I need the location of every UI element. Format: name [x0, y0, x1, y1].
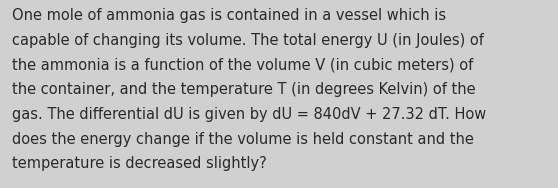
- Text: gas. The differential dU is given by dU = 840dV + 27.32 dT. How: gas. The differential dU is given by dU …: [12, 107, 487, 122]
- Text: One mole of ammonia gas is contained in a vessel which is: One mole of ammonia gas is contained in …: [12, 8, 446, 24]
- Text: the ammonia is a function of the volume V (in cubic meters) of: the ammonia is a function of the volume …: [12, 58, 474, 73]
- Text: the container, and the temperature T (in degrees Kelvin) of the: the container, and the temperature T (in…: [12, 82, 476, 97]
- Text: capable of changing its volume. The total energy U (in Joules) of: capable of changing its volume. The tota…: [12, 33, 484, 48]
- Text: does the energy change if the volume is held constant and the: does the energy change if the volume is …: [12, 132, 474, 147]
- Text: temperature is decreased slightly?: temperature is decreased slightly?: [12, 156, 267, 171]
